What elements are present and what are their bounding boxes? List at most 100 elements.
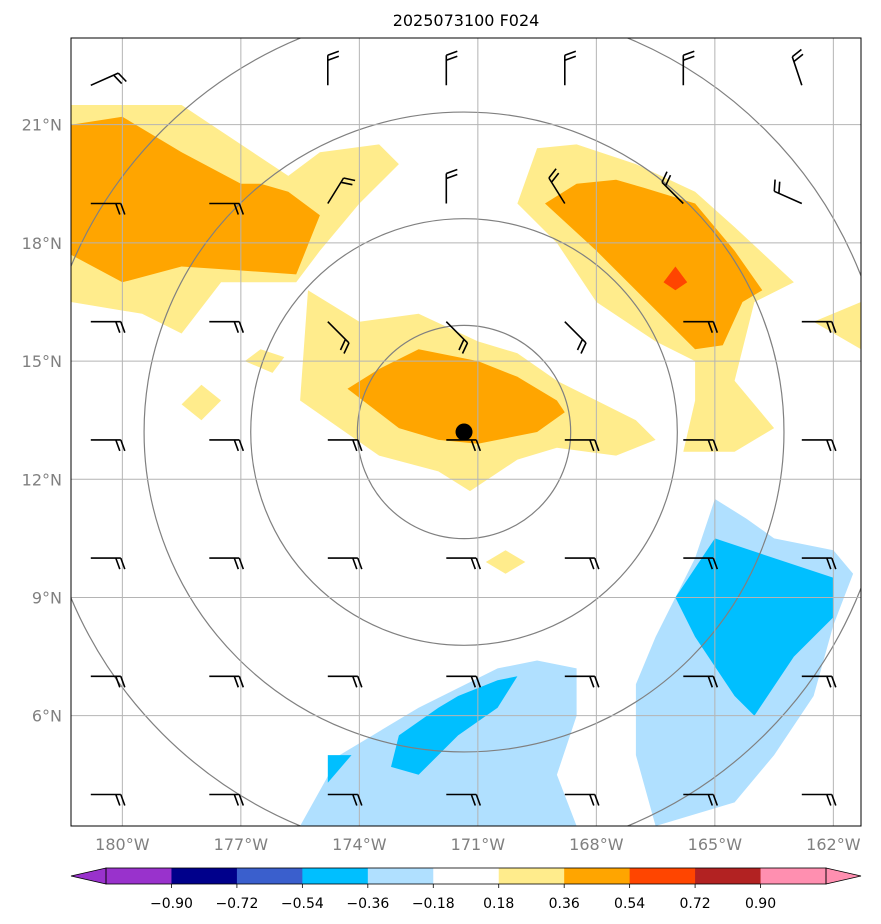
wind-barb-9 (327, 675, 363, 688)
wind-barb-44 (445, 50, 458, 86)
wind-barb-46 (682, 50, 695, 86)
wind-barb-11 (564, 675, 600, 688)
wind-barb-0 (90, 793, 126, 806)
wind-barb-14 (90, 557, 126, 570)
wind-barb-35 (90, 202, 126, 215)
contour-fill-3 (813, 302, 861, 350)
wind-barb-37 (327, 177, 356, 204)
wind-barb-22 (209, 439, 245, 452)
lon-tick-label-3: 171°W (451, 835, 506, 854)
colorbar-label-5: 0.18 (483, 896, 514, 912)
wind-barb-5 (683, 793, 719, 806)
contour-fill-9 (545, 179, 763, 350)
wind-barb-47 (791, 48, 804, 86)
range-rings (71, 38, 861, 826)
wind-barb-23 (327, 439, 363, 452)
contour-fill-6 (485, 550, 526, 574)
colorbar-label-1: −0.72 (215, 896, 258, 912)
map-plot-area (70, 37, 862, 827)
longitude-tick-labels: 180°W 177°W 174°W 171°W 168°W 165°W 162°W (95, 835, 861, 854)
wind-barb-18 (564, 557, 600, 570)
colorbar-segment-5 (433, 868, 500, 884)
colorbar-segment-8 (629, 868, 696, 884)
range-ring-0 (356, 324, 572, 540)
colorbar-min-arrow (70, 867, 107, 885)
wind-barb-17 (446, 557, 482, 570)
colorbar-label-2: −0.54 (281, 896, 324, 912)
contour-fill-7 (71, 116, 320, 283)
colorbar-segment-2 (236, 868, 303, 884)
lon-tick-label-4: 168°W (569, 835, 624, 854)
wind-barbs (90, 48, 837, 806)
wind-barb-3 (446, 793, 482, 806)
colorbar-segment-1 (171, 868, 238, 884)
range-ring-1 (250, 218, 678, 646)
wind-barb-27 (801, 439, 837, 452)
wind-barb-36 (209, 202, 245, 215)
wind-barb-41 (773, 179, 803, 205)
lon-tick-label-2: 174°W (332, 835, 387, 854)
colorbar-segment-4 (367, 868, 434, 884)
colorbar-label-6: 0.36 (549, 896, 580, 912)
wind-barb-12 (683, 675, 719, 688)
wind-barb-40 (661, 171, 684, 205)
contour-fill-5 (181, 384, 222, 421)
lat-tick-label-3: 12°N (22, 470, 62, 489)
colorbar-segment-9 (695, 868, 762, 884)
wind-barb-26 (683, 439, 719, 452)
lat-tick-label-5: 6°N (32, 707, 62, 726)
colorbar-segment-0 (106, 868, 172, 884)
lon-tick-label-0: 180°W (95, 835, 150, 854)
wind-barb-42 (90, 72, 127, 87)
colorbar-max-arrow (825, 867, 862, 885)
wind-barb-31 (445, 321, 469, 354)
wind-barb-13 (801, 675, 837, 688)
contour-fill-10 (663, 266, 688, 291)
lat-tick-label-2: 15°N (22, 352, 62, 371)
wind-barb-1 (209, 793, 245, 806)
lat-tick-label-1: 18°N (22, 234, 62, 253)
wind-barb-29 (209, 320, 245, 333)
wind-barb-28 (90, 320, 126, 333)
colorbar-label-7: 0.54 (614, 896, 645, 912)
lat-tick-label-0: 21°N (22, 116, 62, 135)
wind-barb-30 (327, 321, 350, 354)
wind-barb-8 (209, 675, 245, 688)
wind-barb-43 (327, 50, 340, 86)
wind-barb-15 (209, 557, 245, 570)
wind-barb-25 (564, 439, 600, 452)
colorbar-label-3: −0.36 (346, 896, 389, 912)
wind-barb-6 (801, 793, 837, 806)
colorbar-label-9: 0.90 (745, 896, 776, 912)
colorbar-segment-10 (760, 868, 827, 884)
colorbar-label-0: −0.90 (150, 896, 193, 912)
latitude-tick-labels: 21°N 18°N 15°N 12°N 9°N 6°N (22, 116, 62, 726)
colorbar: −0.90 −0.72 −0.54 −0.36 −0.18 0.18 0.36 0.54 0.7… (70, 867, 862, 912)
wind-barb-38 (445, 168, 458, 204)
wind-barb-20 (801, 557, 837, 570)
lat-lon-gridlines (71, 38, 861, 826)
contour-fill-8 (347, 349, 565, 444)
wind-barb-21 (90, 439, 126, 452)
lat-tick-label-4: 9°N (32, 588, 62, 607)
contour-fill-13 (391, 676, 518, 775)
contour-fill-14 (327, 755, 352, 783)
lon-tick-label-5: 165°W (688, 835, 743, 854)
wind-barb-32 (564, 321, 587, 354)
wind-barb-33 (683, 320, 719, 333)
map-frame (70, 37, 862, 827)
colorbar-segment-3 (302, 868, 369, 884)
colorbar-segment-7 (564, 868, 631, 884)
wind-barb-34 (801, 320, 837, 333)
lon-tick-label-1: 177°W (214, 835, 269, 854)
map-title: 2025073100 F024 (393, 11, 540, 30)
wind-barb-39 (548, 168, 566, 204)
wind-barb-45 (564, 50, 577, 86)
wind-barb-4 (564, 793, 600, 806)
colorbar-outline (105, 867, 827, 885)
lon-tick-label-6: 162°W (806, 835, 861, 854)
center-dot (455, 423, 473, 441)
wind-barb-19 (683, 557, 719, 570)
wind-barb-10 (446, 675, 482, 688)
